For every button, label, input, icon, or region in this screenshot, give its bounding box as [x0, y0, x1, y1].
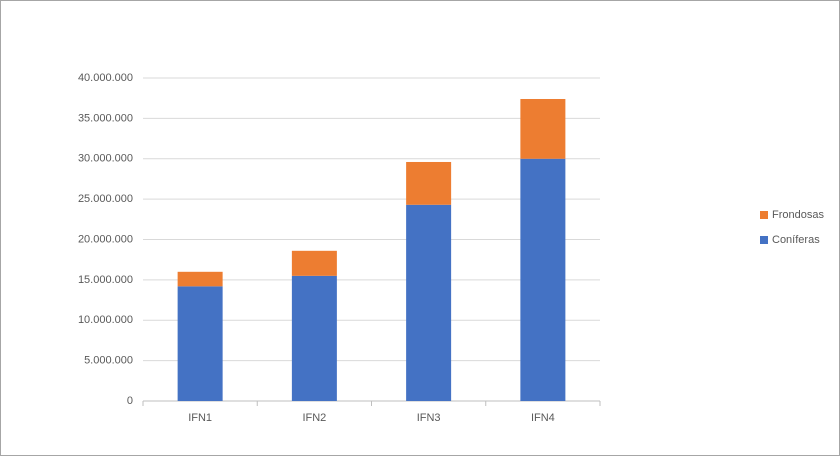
y-tick-label: 35.000.000 [78, 112, 133, 124]
y-tick-label: 10.000.000 [78, 314, 133, 326]
y-tick-label: 20.000.000 [78, 233, 133, 245]
bar-segment [406, 161, 452, 205]
legend-label: Frondosas [772, 209, 824, 221]
legend-label: Coníferas [772, 234, 820, 246]
y-tick-label: 5.000.000 [84, 355, 133, 367]
legend-swatch [760, 236, 768, 244]
bar-segment [291, 250, 337, 276]
bar-segment [520, 98, 566, 159]
legend-swatch [760, 211, 768, 219]
x-tick-label: IFN2 [302, 412, 326, 424]
y-tick-label: 15.000.000 [78, 274, 133, 286]
bar-segment [177, 271, 223, 287]
bar-segment [520, 158, 566, 401]
x-tick-label: IFN3 [417, 412, 441, 424]
y-tick-label: 40.000.000 [78, 72, 133, 84]
bar-segment [291, 275, 337, 401]
bar-segment [177, 286, 223, 401]
y-tick-label: 25.000.000 [78, 193, 133, 205]
x-tick-label: IFN1 [188, 412, 212, 424]
bar-segment [406, 204, 452, 401]
y-tick-label: 30.000.000 [78, 153, 133, 165]
y-tick-label: 0 [127, 395, 133, 407]
x-tick-label: IFN4 [531, 412, 555, 424]
